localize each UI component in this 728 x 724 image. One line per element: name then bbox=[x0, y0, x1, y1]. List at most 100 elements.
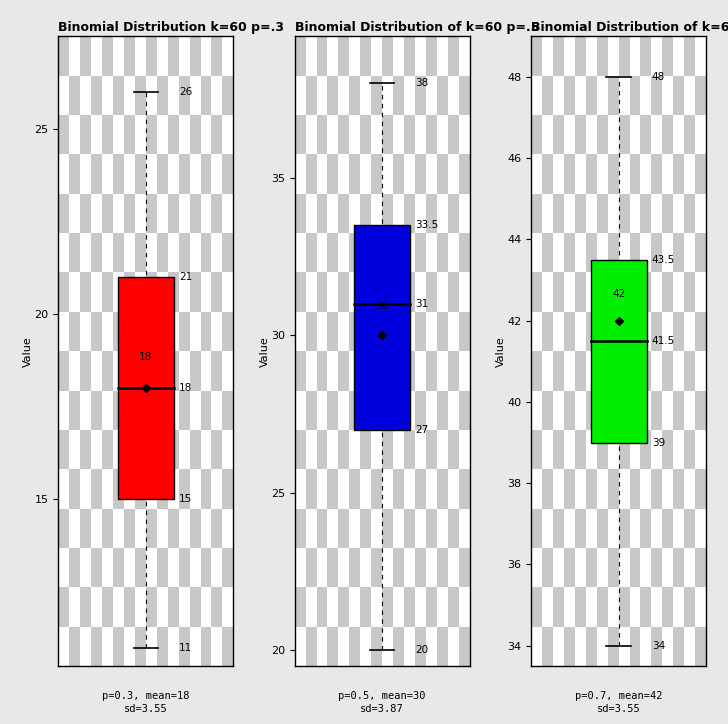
Bar bbox=[575, 469, 586, 508]
Bar bbox=[597, 193, 608, 233]
Bar bbox=[542, 115, 553, 154]
Bar bbox=[673, 272, 684, 312]
Bar bbox=[124, 233, 135, 272]
Bar bbox=[630, 115, 641, 154]
Bar bbox=[295, 75, 306, 115]
Bar bbox=[146, 115, 157, 154]
Bar bbox=[393, 548, 404, 587]
Bar bbox=[426, 272, 437, 312]
Bar bbox=[437, 548, 448, 587]
Text: Binomial Distribution of k=60 p=.5: Binomial Distribution of k=60 p=.5 bbox=[295, 21, 539, 33]
Bar bbox=[437, 469, 448, 509]
Bar bbox=[662, 430, 673, 469]
Bar bbox=[673, 548, 684, 587]
Bar bbox=[586, 548, 597, 587]
Bar bbox=[328, 36, 339, 75]
Bar bbox=[393, 75, 404, 115]
Bar bbox=[673, 587, 684, 627]
Bar bbox=[597, 36, 608, 75]
Bar bbox=[58, 627, 69, 666]
Bar bbox=[531, 115, 542, 154]
Bar bbox=[178, 36, 189, 75]
Bar bbox=[652, 627, 662, 666]
Bar bbox=[157, 627, 167, 666]
Bar bbox=[564, 351, 575, 390]
Bar bbox=[223, 312, 234, 351]
Bar bbox=[415, 115, 426, 154]
Bar bbox=[426, 115, 437, 154]
Bar bbox=[652, 469, 662, 508]
Bar bbox=[124, 508, 135, 548]
Bar bbox=[200, 587, 211, 627]
Bar bbox=[80, 312, 91, 351]
Bar bbox=[531, 627, 542, 666]
Bar bbox=[157, 272, 167, 312]
Bar bbox=[437, 430, 448, 469]
Bar bbox=[200, 75, 211, 115]
Bar bbox=[211, 193, 223, 233]
Bar bbox=[673, 390, 684, 430]
Bar bbox=[360, 233, 371, 272]
Bar bbox=[178, 627, 189, 666]
Bar bbox=[69, 75, 80, 115]
Bar bbox=[437, 194, 448, 233]
Bar bbox=[371, 627, 382, 666]
Bar bbox=[317, 390, 328, 430]
Bar bbox=[135, 272, 146, 312]
Bar bbox=[426, 75, 437, 115]
Bar bbox=[317, 36, 328, 75]
Bar bbox=[641, 587, 652, 627]
Bar bbox=[306, 75, 317, 115]
Bar bbox=[393, 390, 404, 430]
Bar bbox=[211, 587, 223, 627]
Bar bbox=[597, 115, 608, 154]
Bar bbox=[69, 193, 80, 233]
Bar bbox=[211, 390, 223, 430]
Bar bbox=[437, 509, 448, 548]
Bar bbox=[695, 233, 706, 272]
Bar bbox=[630, 351, 641, 390]
Bar bbox=[684, 115, 695, 154]
Bar bbox=[684, 390, 695, 430]
Y-axis label: Value: Value bbox=[496, 336, 506, 366]
Bar bbox=[306, 36, 317, 75]
Bar bbox=[58, 587, 69, 627]
Bar bbox=[80, 36, 91, 75]
Bar bbox=[91, 390, 102, 430]
Bar bbox=[371, 75, 382, 115]
Bar bbox=[597, 75, 608, 115]
Bar bbox=[553, 233, 564, 272]
Text: 15: 15 bbox=[179, 494, 192, 505]
Bar bbox=[317, 469, 328, 509]
Bar bbox=[608, 508, 619, 548]
Bar bbox=[695, 193, 706, 233]
Bar bbox=[102, 233, 113, 272]
Bar bbox=[426, 587, 437, 627]
Bar bbox=[167, 469, 178, 509]
Bar bbox=[531, 36, 542, 75]
Bar bbox=[295, 509, 306, 548]
Bar bbox=[641, 430, 652, 469]
Bar bbox=[295, 115, 306, 154]
Bar bbox=[189, 430, 200, 469]
Bar bbox=[146, 548, 157, 587]
Bar bbox=[371, 154, 382, 194]
Bar bbox=[91, 312, 102, 351]
Bar bbox=[157, 115, 167, 154]
Bar bbox=[371, 233, 382, 272]
Bar bbox=[328, 627, 339, 666]
Bar bbox=[684, 548, 695, 587]
Bar bbox=[564, 115, 575, 154]
Bar bbox=[393, 627, 404, 666]
Bar bbox=[641, 312, 652, 351]
Bar bbox=[531, 75, 542, 115]
Bar bbox=[575, 233, 586, 272]
Bar bbox=[608, 36, 619, 75]
Bar bbox=[404, 430, 415, 469]
Bar bbox=[662, 115, 673, 154]
Bar bbox=[448, 430, 459, 469]
Bar bbox=[211, 233, 223, 272]
Text: 41.5: 41.5 bbox=[652, 336, 675, 346]
Bar bbox=[448, 272, 459, 312]
Bar bbox=[553, 587, 564, 627]
